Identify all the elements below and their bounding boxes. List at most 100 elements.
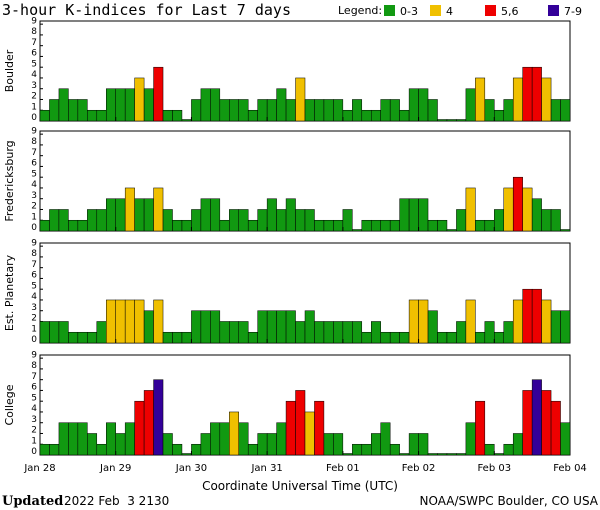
y-tick-label: 3 bbox=[31, 191, 37, 201]
x-tick-label: Feb 01 bbox=[326, 463, 360, 474]
y-tick-label: 3 bbox=[31, 415, 37, 425]
y-tick-label: 0 bbox=[31, 223, 37, 233]
k-index-bar bbox=[247, 109, 258, 122]
k-index-bar bbox=[446, 119, 457, 122]
k-index-bar bbox=[153, 66, 164, 122]
k-index-bar bbox=[541, 299, 552, 344]
k-index-bar bbox=[522, 390, 533, 456]
k-index-bar bbox=[503, 99, 514, 122]
k-index-bar bbox=[153, 379, 164, 456]
k-index-bar bbox=[266, 99, 277, 122]
updated-label: Updated bbox=[2, 494, 63, 509]
y-tick-label: 5 bbox=[31, 393, 37, 403]
k-index-bar bbox=[371, 433, 381, 456]
k-index-bar bbox=[446, 331, 457, 344]
k-index-bar bbox=[550, 310, 561, 344]
k-index-bar bbox=[484, 443, 495, 456]
k-index-bar bbox=[427, 310, 438, 344]
k-index-bar bbox=[550, 99, 561, 122]
y-tick-label: 6 bbox=[31, 383, 37, 393]
y-tick-label: 7 bbox=[31, 372, 37, 382]
k-index-bar bbox=[323, 433, 334, 456]
y-tick-label: 6 bbox=[31, 159, 37, 169]
k-index-bar bbox=[58, 422, 69, 456]
k-index-bar bbox=[77, 99, 88, 122]
k-index-bar bbox=[352, 321, 363, 344]
k-index-bar bbox=[352, 229, 363, 232]
k-index-bar bbox=[276, 209, 287, 232]
panels: 0123456789Boulder0123456789Fredericksbur… bbox=[3, 16, 571, 457]
y-tick-label: 5 bbox=[31, 59, 37, 69]
legend: 0-3 4 5,6 7-9 bbox=[384, 5, 582, 18]
k-index-bar bbox=[550, 400, 561, 456]
k-index-bar bbox=[58, 321, 69, 344]
k-index-bar bbox=[465, 422, 476, 456]
y-tick-label: 8 bbox=[31, 137, 37, 147]
k-index-bar bbox=[304, 411, 315, 456]
k-index-bar bbox=[389, 331, 400, 344]
x-tick-label: Jan 29 bbox=[99, 463, 131, 474]
legend-entry-label: 7-9 bbox=[564, 5, 582, 18]
k-index-bar bbox=[304, 209, 315, 232]
k-index-bar bbox=[219, 422, 230, 456]
k-index-bar bbox=[200, 310, 211, 344]
y-tick-label: 0 bbox=[31, 335, 37, 345]
k-index-bar bbox=[522, 66, 533, 122]
k-index-bar bbox=[380, 219, 391, 232]
k-index-bar bbox=[342, 109, 353, 122]
k-index-bar bbox=[456, 321, 467, 344]
k-index-bar bbox=[124, 422, 135, 456]
k-index-bar bbox=[238, 422, 249, 456]
k-index-bar bbox=[475, 219, 486, 232]
k-index-bar bbox=[162, 209, 173, 232]
k-index-bar bbox=[219, 219, 230, 232]
k-index-bar bbox=[238, 99, 249, 122]
k-index-bar bbox=[285, 198, 296, 232]
y-tick-label: 9 bbox=[31, 238, 37, 248]
x-tick-label: Feb 02 bbox=[402, 463, 436, 474]
k-index-bar bbox=[389, 99, 400, 122]
k-index-bar bbox=[39, 219, 50, 232]
k-index-bar bbox=[106, 299, 116, 344]
k-index-bar bbox=[191, 209, 202, 232]
k-index-bar bbox=[560, 422, 571, 456]
panel-label: Fredericksburg bbox=[3, 140, 16, 221]
k-index-bar bbox=[314, 400, 325, 456]
k-index-bar bbox=[96, 443, 107, 456]
k-index-bar bbox=[172, 443, 183, 456]
k-index-bar bbox=[191, 443, 202, 456]
k-index-bar bbox=[494, 209, 505, 232]
k-index-bar bbox=[304, 310, 315, 344]
k-index-bar bbox=[96, 109, 107, 122]
k-index-bar bbox=[181, 331, 192, 344]
k-index-bar bbox=[437, 119, 448, 122]
legend-swatch bbox=[485, 5, 496, 16]
y-tick-label: 2 bbox=[31, 202, 37, 212]
k-index-bar bbox=[531, 379, 542, 456]
y-tick-label: 3 bbox=[31, 81, 37, 91]
k-index-bar bbox=[181, 119, 192, 122]
k-index-bar bbox=[314, 99, 325, 122]
k-index-bar bbox=[58, 209, 69, 232]
k-index-bar bbox=[172, 109, 183, 122]
k-index-bar bbox=[191, 99, 202, 122]
y-tick-label: 1 bbox=[31, 436, 37, 446]
k-index-bar bbox=[446, 453, 457, 456]
k-index-bar bbox=[247, 331, 258, 344]
k-index-bar bbox=[295, 209, 306, 232]
k-index-bar bbox=[512, 176, 523, 232]
y-tick-label: 4 bbox=[31, 180, 37, 190]
k-index-bar bbox=[408, 433, 419, 456]
y-tick-label: 3 bbox=[31, 303, 37, 313]
k-index-bar bbox=[512, 433, 523, 456]
k-index-bar bbox=[134, 400, 145, 456]
k-index-bar bbox=[465, 187, 476, 232]
k-index-bar bbox=[39, 109, 50, 122]
y-tick-label: 7 bbox=[31, 260, 37, 270]
k-index-bar bbox=[124, 88, 135, 122]
y-tick-label: 0 bbox=[31, 113, 37, 123]
